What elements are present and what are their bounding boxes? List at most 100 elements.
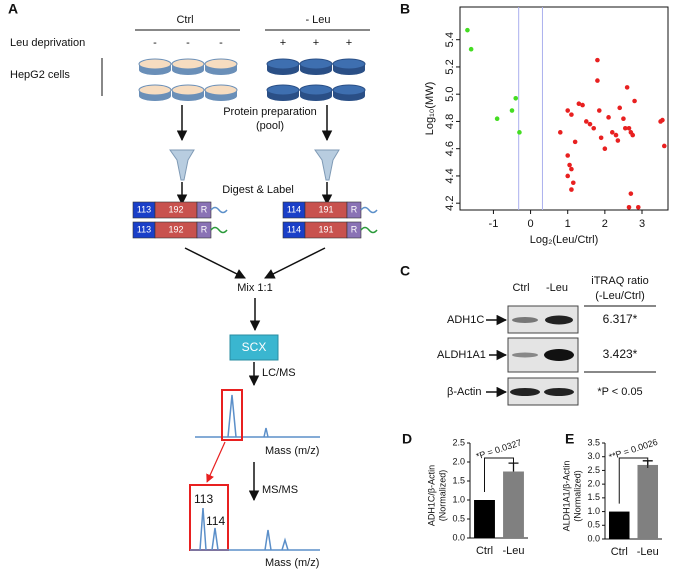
significance-bracket xyxy=(618,457,649,504)
y-tick-label: 1.5 xyxy=(587,492,600,502)
y-tick-label: 0.0 xyxy=(587,533,600,543)
sign: + xyxy=(280,37,286,49)
linker xyxy=(360,206,378,214)
y-tick-label: 3.0 xyxy=(587,451,600,461)
x-axis-label: Log₂(Leu/Ctrl) xyxy=(530,234,598,246)
step-label: Digest & Label xyxy=(222,184,294,196)
dish xyxy=(266,84,300,96)
column-label: -Leu xyxy=(546,282,568,294)
group-label: - Leu xyxy=(305,14,330,26)
tag-label: R xyxy=(201,224,208,234)
band xyxy=(512,317,538,323)
tag-label: 113 xyxy=(137,224,151,234)
peak xyxy=(281,537,289,551)
point xyxy=(576,101,582,107)
band xyxy=(545,315,573,325)
peak xyxy=(227,394,237,438)
x-tick-label: 1 xyxy=(565,218,571,230)
footnote: *P < 0.05 xyxy=(597,386,642,398)
dish xyxy=(266,58,300,70)
row-label: Leu deprivation xyxy=(10,37,85,49)
band xyxy=(544,388,574,396)
y-tick-label: 0.5 xyxy=(587,520,600,530)
band xyxy=(512,352,538,358)
point xyxy=(569,166,574,172)
point xyxy=(494,116,500,122)
y-tick-label: 2.5 xyxy=(452,437,465,447)
bar xyxy=(608,511,630,539)
step-label: (pool) xyxy=(256,120,284,132)
point xyxy=(606,115,611,120)
point xyxy=(596,108,602,113)
x-tick-label: 3 xyxy=(639,218,645,230)
point xyxy=(595,78,600,83)
x-tick-label: -Leu xyxy=(502,545,524,557)
tag-label: R xyxy=(351,224,358,234)
point xyxy=(580,102,585,108)
peak xyxy=(199,507,207,551)
dish xyxy=(138,84,172,96)
linker xyxy=(360,226,378,234)
tag-label: R xyxy=(201,204,208,214)
band xyxy=(544,349,574,361)
y-axis-label: (Normalized) xyxy=(437,470,447,522)
y-tick-label: 4.2 xyxy=(444,196,456,211)
y-tick-label: 1.0 xyxy=(587,506,600,516)
point xyxy=(587,121,593,127)
y-tick-label: 4.6 xyxy=(444,141,456,156)
protein-label: ALDH1A1 xyxy=(437,349,486,361)
dish xyxy=(332,84,366,96)
panel-label: C xyxy=(400,263,410,279)
highlight-box xyxy=(221,389,243,441)
peak xyxy=(264,529,272,551)
sign: + xyxy=(313,37,319,49)
peak-label: 114 xyxy=(206,514,225,528)
group-label: Ctrl xyxy=(176,14,193,26)
point xyxy=(583,119,589,124)
point xyxy=(617,105,623,111)
y-tick-label: 3.5 xyxy=(587,437,600,447)
tags: 113 192 R 113 192 R 114 191 R 114 191 R xyxy=(132,201,378,239)
x-tick-label: -Leu xyxy=(637,546,659,558)
panel-label: A xyxy=(8,1,18,17)
dish xyxy=(332,58,366,70)
sign: - xyxy=(153,37,157,49)
axis-label: Mass (m/z) xyxy=(265,445,319,457)
point xyxy=(509,108,515,113)
bar xyxy=(637,464,659,539)
point xyxy=(602,146,608,151)
dish xyxy=(204,58,238,70)
point xyxy=(565,108,571,113)
point xyxy=(565,153,571,158)
y-axis-label: ALDH1A1/β-Actin xyxy=(561,461,571,532)
point xyxy=(513,95,519,101)
sign: - xyxy=(186,37,190,49)
point xyxy=(557,130,563,135)
y-tick-label: 5.4 xyxy=(444,32,456,47)
band xyxy=(510,388,540,396)
panel-label: D xyxy=(402,431,412,447)
point xyxy=(609,130,615,135)
bar xyxy=(503,471,524,538)
sign: - xyxy=(219,37,223,49)
y-tick-label: 2.0 xyxy=(587,479,600,489)
protein-label: ADH1C xyxy=(447,314,484,326)
panel-label: B xyxy=(400,1,410,17)
point xyxy=(628,191,634,196)
panel-label: E xyxy=(565,431,574,447)
dish xyxy=(171,58,205,70)
dish xyxy=(171,84,205,96)
ratio: 6.317* xyxy=(603,312,638,326)
point xyxy=(465,27,470,33)
y-axis-label: Log₁₀(MW) xyxy=(424,82,436,136)
tag-label: 192 xyxy=(168,224,183,234)
point xyxy=(598,135,604,141)
point xyxy=(570,180,576,186)
y-tick-label: 5.0 xyxy=(444,87,456,102)
scx-box xyxy=(229,334,279,361)
point xyxy=(615,138,621,143)
peak xyxy=(263,427,269,438)
point xyxy=(569,112,574,117)
dishes xyxy=(138,58,366,101)
